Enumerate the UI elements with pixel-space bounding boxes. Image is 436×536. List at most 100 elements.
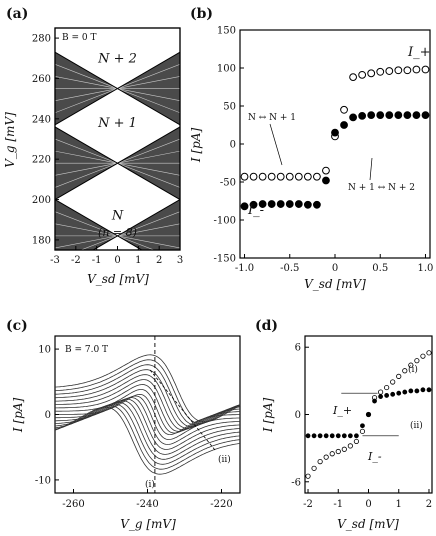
data-point-i-minus — [322, 176, 330, 185]
panel-c-annotation-ii: (ii) — [218, 454, 231, 465]
data-point-i-plus — [267, 172, 276, 181]
conduction-wedge-0-0 — [55, 199, 118, 250]
streak-r-2-4 — [117, 88, 180, 101]
panel-b: (b) -1.0 -0.5 0 0.5 1.0 -150 -100 -50 0 50 100 150… — [189, 6, 433, 291]
data-point-i-plus — [340, 105, 348, 114]
data-point-series-ii — [360, 423, 365, 429]
data-point-series-i — [396, 373, 402, 379]
data-point-i-plus — [412, 65, 421, 74]
data-point-series-ii — [305, 433, 311, 439]
data-point-i-plus — [240, 172, 249, 181]
panel-c-annotation-i: (i) — [145, 479, 155, 490]
gate-sweep-curve — [54, 364, 241, 426]
xtick-label: -240 — [136, 499, 158, 510]
data-point-i-plus — [367, 69, 376, 78]
annotation-n1-to-n2: N + 1 ↔ N + 2 — [348, 183, 415, 193]
data-point-i-minus — [303, 200, 312, 209]
data-point-series-ii — [372, 398, 377, 404]
ytick-label: 180 — [32, 235, 51, 246]
ytick-label: 240 — [32, 114, 51, 125]
gate-sweep-curve — [54, 406, 241, 475]
region-label: N + 2 — [97, 51, 137, 66]
streak-l-1-1 — [55, 138, 118, 164]
data-point-series-i — [323, 454, 329, 460]
xtick-label: 2 — [426, 499, 432, 510]
data-point-series-ii — [341, 433, 347, 439]
data-point-i-plus — [322, 166, 330, 175]
ytick-label: 150 — [217, 26, 236, 37]
panel-a-heatmap — [55, 51, 180, 250]
data-point-series-i — [311, 465, 317, 471]
gate-sweep-curve — [54, 354, 241, 423]
streak-r-2-1 — [117, 64, 180, 89]
annotation-n-to-n1: N ↔ N + 1 — [248, 113, 296, 123]
streak-l-0-4 — [55, 235, 118, 249]
ytick-label: 6 — [295, 343, 301, 354]
panel-d-points — [305, 350, 432, 479]
data-point-series-ii — [311, 433, 317, 439]
diamond-edge-b-1 — [55, 126, 180, 200]
data-point-series-ii — [378, 394, 383, 399]
panel-d-xlabel: V_sd [mV] — [337, 517, 399, 531]
data-point-series-i — [384, 384, 390, 391]
ytick-label: 50 — [223, 102, 236, 113]
xtick-label: -260 — [62, 499, 84, 510]
data-point-series-i — [359, 428, 366, 434]
streak-r-0-1 — [117, 211, 180, 237]
data-point-i-minus — [358, 111, 367, 120]
panel-d-series-i-label: (i) — [408, 364, 418, 375]
xtick-label: -1 — [333, 499, 343, 510]
ytick-label: 0 — [45, 410, 51, 421]
data-point-i-minus — [285, 200, 294, 208]
region-label: N + 1 — [97, 116, 137, 131]
data-point-i-plus — [385, 67, 394, 75]
xtick-label: 2 — [156, 255, 162, 266]
panel-c-xticks: -260 -240 -220 — [62, 489, 233, 510]
data-point-series-ii — [408, 388, 414, 394]
panel-b-label: (b) — [190, 6, 213, 22]
gate-sweep-curve — [55, 369, 241, 427]
data-point-series-ii — [402, 389, 408, 395]
panel-d-label: (d) — [255, 318, 278, 334]
panel-d: (d) -2 -1 0 1 2 -6 0 6 (i) (ii) I_+ I_- V_sd [… — [255, 318, 433, 531]
streak-l-2-4 — [55, 88, 118, 101]
gate-sweep-curve — [55, 379, 241, 431]
panel-c: (c) -260 -240 -220 -10 0 10 B = 7.0 T (i) (i… — [6, 318, 241, 531]
gate-sweep-curve — [55, 397, 240, 445]
xtick-label: -1.0 — [235, 263, 254, 274]
data-point-i-minus — [258, 200, 267, 208]
data-point-series-ii — [390, 391, 396, 397]
xtick-label: -0.5 — [280, 263, 299, 274]
data-point-series-ii — [384, 393, 390, 398]
gate-sweep-curve — [54, 374, 241, 429]
streak-r-1-2 — [117, 150, 180, 164]
xtick-label: 1 — [135, 255, 141, 266]
data-point-series-i — [390, 379, 396, 385]
data-point-series-ii — [323, 433, 329, 439]
panel-b-yticks: -150 -100 -50 0 50 100 150 — [214, 26, 244, 265]
streak-r-0-4 — [117, 235, 180, 249]
data-point-series-ii — [414, 388, 420, 394]
data-point-i-plus — [258, 172, 267, 181]
panel-d-ylabel: I [pA] — [261, 398, 275, 434]
panel-a: (a) -3 -2 -1 0 1 2 3 180 200 220 240 260 280 B = 0 … — [3, 6, 183, 286]
data-point-i-plus — [294, 172, 303, 181]
panel-b-ylabel: I [pA] — [189, 128, 203, 164]
data-point-i-minus — [376, 111, 385, 120]
streak-l-2-5 — [55, 88, 118, 114]
ytick-label: -50 — [220, 178, 236, 189]
streak-l-0-5 — [80, 235, 118, 250]
data-point-i-minus — [249, 200, 258, 209]
ytick-label: 0 — [230, 140, 236, 151]
region-label: N — [111, 209, 124, 224]
data-point-series-ii — [317, 433, 323, 439]
panel-b-xlabel: V_sd [mV] — [304, 277, 366, 291]
ytick-label: -10 — [35, 475, 51, 486]
panel-b-points — [240, 65, 430, 211]
diamond-edge-b-2 — [55, 51, 180, 126]
panel-a-ylabel: V_g [mV] — [3, 112, 17, 168]
data-point-series-i — [420, 353, 426, 359]
data-point-i-minus — [394, 111, 403, 120]
panel-d-label-i-plus: I_+ — [332, 404, 352, 417]
